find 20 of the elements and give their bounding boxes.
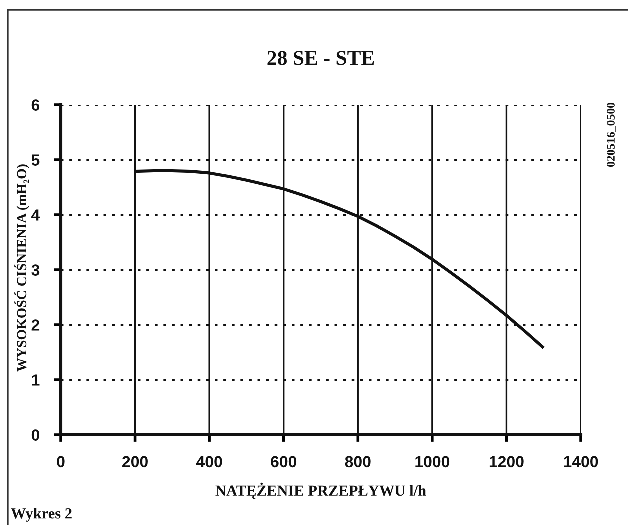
y-tick-label: 3 [32, 264, 40, 276]
y-tick-label: 4 [32, 210, 40, 221]
x-tick-label: 400 [196, 456, 222, 468]
y-tick-label: 0 [32, 430, 40, 441]
x-tick-label: 1400 [564, 456, 598, 468]
x-tick-label: 1200 [490, 456, 524, 468]
x-tick-label: 0 [57, 456, 65, 468]
text: 020516_0500 [606, 102, 616, 168]
x-tick-label: 1000 [416, 456, 450, 468]
x-tick-label: 600 [271, 456, 297, 468]
chart-title: 28 SE - STE [268, 51, 374, 66]
y-axis-title: WYSOKOŚĆ CIŚNIENIA (mH₂O) [14, 164, 30, 372]
x-tick-label: 200 [122, 456, 148, 468]
y-tick-label: 1 [32, 374, 40, 386]
x-axis-title: NATĘŻENIE PRZEPŁYWU l/h [216, 482, 426, 500]
x-tick-label: 800 [345, 456, 371, 468]
y-tick-label: 6 [32, 100, 40, 111]
text: Wykres 2 [11, 508, 72, 522]
y-tick-label: 2 [32, 320, 40, 331]
y-tick-label: 5 [32, 154, 40, 166]
